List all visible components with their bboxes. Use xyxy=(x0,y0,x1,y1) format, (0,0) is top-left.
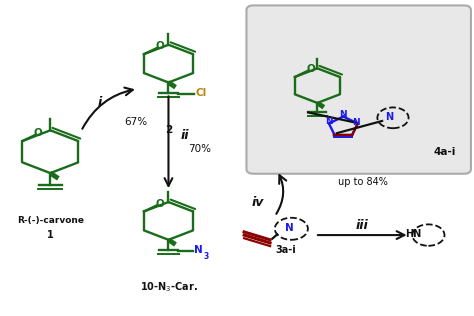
Text: 2: 2 xyxy=(165,125,172,135)
Text: 4a-i: 4a-i xyxy=(434,147,456,157)
Text: N: N xyxy=(385,112,393,122)
Text: 67%: 67% xyxy=(124,117,147,127)
Text: N: N xyxy=(285,223,294,233)
FancyArrowPatch shape xyxy=(276,175,286,214)
Text: R-(-)-carvone: R-(-)-carvone xyxy=(17,216,84,225)
FancyArrowPatch shape xyxy=(82,88,133,129)
Text: 1: 1 xyxy=(47,230,54,240)
Text: 3a-i: 3a-i xyxy=(275,245,296,255)
Text: 10-N$_3$-Car.: 10-N$_3$-Car. xyxy=(139,280,197,294)
Text: HN: HN xyxy=(405,229,421,240)
Text: ii: ii xyxy=(181,129,189,142)
Text: 70%: 70% xyxy=(188,144,210,154)
Text: 3: 3 xyxy=(203,252,209,261)
Text: i: i xyxy=(98,96,102,109)
Text: N: N xyxy=(194,245,203,255)
Text: N: N xyxy=(339,110,347,118)
Text: iv: iv xyxy=(252,196,264,209)
Text: N: N xyxy=(352,118,360,127)
Text: O: O xyxy=(155,41,164,51)
FancyBboxPatch shape xyxy=(246,5,471,174)
Text: Cl: Cl xyxy=(195,88,207,98)
Text: O: O xyxy=(306,64,315,74)
Text: O: O xyxy=(155,199,164,209)
Text: O: O xyxy=(34,128,43,138)
Text: iii: iii xyxy=(356,219,369,232)
Text: N: N xyxy=(325,118,333,126)
Text: up to 84%: up to 84% xyxy=(338,177,388,186)
